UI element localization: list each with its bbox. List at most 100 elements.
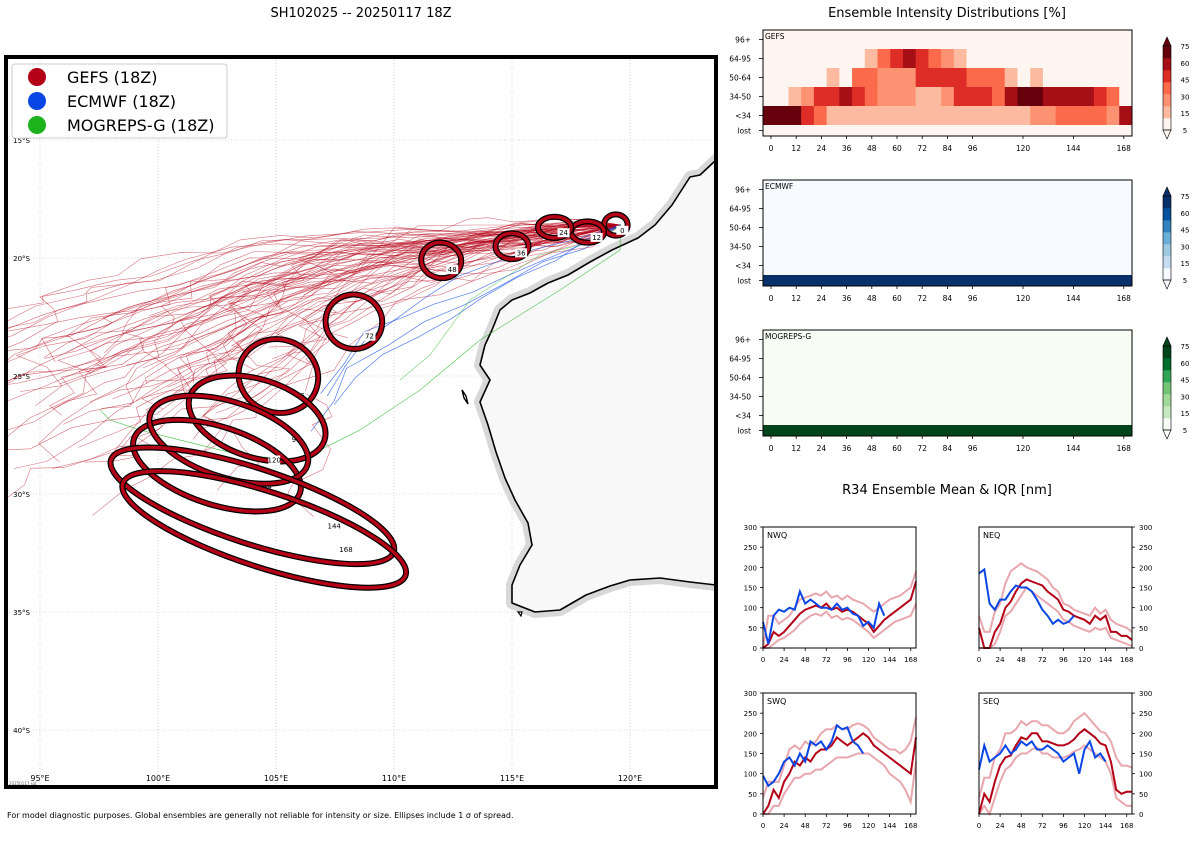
island-shark-bay (461, 389, 469, 405)
heatmap-cell (775, 68, 789, 88)
y-tick-label: 0 (1139, 645, 1143, 653)
r34-panel-nwq: NWQ 0 24 48 72 96 120 144 168 0 50 100 150 200 250 300 (744, 524, 918, 664)
footer-note: For model diagnostic purposes. Global en… (7, 811, 514, 820)
x-tick-label: 12 (791, 444, 801, 453)
heatmap-cell (1055, 49, 1069, 69)
y-tick-label: 0 (1139, 811, 1143, 819)
heatmap-gefs: 96+ 64-95 50-64 34-50 <34 lost GEFS 0 12 24 36 48 60… (729, 29, 1190, 153)
gefs-track (6, 224, 621, 329)
map-tick-labels: 95°E 100°E 105°E 110°E 115°E 120°E 15°S 20°S 25°… (13, 137, 642, 783)
heatmap-cell (1004, 125, 1018, 137)
heatmap-cell (953, 49, 967, 69)
heatmap-cell (788, 106, 802, 126)
ellipse-label-bg (328, 521, 341, 531)
heatmap-cell (1004, 87, 1018, 107)
heatmap-cell (1081, 125, 1095, 137)
x-tick-label: 0 (977, 822, 981, 830)
colorbar-segment (1163, 382, 1171, 395)
colorbar-tick: 75 (1181, 43, 1190, 51)
x-tick-label: 60 (892, 294, 902, 303)
heatmap-cell (890, 49, 904, 69)
x-tick-label: 96 (1059, 656, 1068, 664)
x-tick-label: 24 (817, 144, 827, 153)
heatmap-cell (1106, 30, 1120, 50)
legend-marker (28, 92, 46, 110)
gefs-track (41, 220, 621, 363)
colorbar-top-arrow (1162, 36, 1172, 47)
x-tick-label: 72 (822, 656, 831, 664)
heatmap-cell (902, 30, 917, 50)
heatmap-cell (763, 330, 1133, 350)
x-tick-label: 168 (1120, 656, 1133, 664)
colorbar-segment (1163, 370, 1171, 383)
heatmap-cell (763, 349, 1133, 369)
ecmwf-track (333, 224, 621, 405)
heatmap-cell (763, 49, 777, 69)
heatmap-cell (1030, 68, 1044, 88)
heatmap-cell (864, 87, 878, 107)
heatmap-cell (763, 425, 1133, 437)
heatmap-cell (826, 30, 840, 50)
ecmwf-mean-line (762, 723, 865, 788)
heatmap-cell (928, 68, 942, 88)
ellipse-144h (131, 418, 303, 514)
panel-bg (979, 693, 1132, 814)
ellipse-96h (236, 337, 320, 415)
x-tick-label: 48 (1017, 822, 1026, 830)
heatmap-cell (1093, 106, 1107, 126)
heatmap-cell (1119, 30, 1133, 50)
heatmap-cell (1042, 68, 1057, 88)
ellipse-hour-label: 120 (268, 456, 281, 464)
colorbar-segment (1163, 106, 1171, 119)
heatmap-cell (801, 68, 815, 88)
x-tick-label: 72 (822, 822, 831, 830)
y-tick-label: 100 (744, 605, 757, 613)
colorbar-segment (1163, 418, 1171, 431)
legend-label: GEFS (18Z) (67, 68, 157, 87)
y-tick-label: 200 (1139, 564, 1152, 572)
y-tick-label: 250 (1139, 710, 1152, 718)
ellipse-label-bg (515, 248, 528, 258)
heatmap-cell (763, 106, 777, 126)
heatmap-cell (966, 106, 980, 126)
heatmap-cell (826, 49, 840, 69)
panel-name: MOGREPS-G (765, 332, 811, 341)
x-tick-label: 84 (943, 144, 953, 153)
colorbar-tick: 75 (1181, 193, 1190, 201)
x-tick-label: 72 (1038, 656, 1047, 664)
x-tick-label: 36 (842, 294, 852, 303)
heatmap-cell (941, 68, 955, 88)
gefs-track (6, 224, 621, 466)
heatmap-cell (1017, 125, 1031, 137)
colorbar-segment (1163, 256, 1171, 269)
heatmap-cell (1119, 49, 1133, 69)
gefs-track (139, 224, 621, 384)
heatmap-cell (1004, 106, 1018, 126)
r34-panel-swq: SWQ 0 24 48 72 96 120 144 168 0 50 100 150 200 250 300 (744, 690, 918, 830)
heatmap-cell (979, 68, 993, 88)
row-label: 50-64 (729, 224, 751, 233)
colorbar-segment (1163, 118, 1171, 131)
heatmap-cell (941, 106, 955, 126)
x-tick-label: 120 (1078, 822, 1091, 830)
row-label: 96+ (735, 36, 751, 45)
heatmap-cell (1093, 49, 1107, 69)
ellipse-48h (419, 240, 463, 280)
x-tick-label: 48 (801, 656, 810, 664)
page-title: SH102025 -- 20250117 18Z (270, 6, 451, 21)
heatmap-cell (763, 87, 777, 107)
row-label: <34 (735, 112, 751, 121)
colorbar-tick: 60 (1181, 210, 1190, 218)
heatmap-cell (1042, 106, 1057, 126)
x-tick-label: 168 (904, 822, 917, 830)
panel-name: SWQ (767, 697, 786, 706)
y-tick-label: 0 (753, 645, 757, 653)
heatmap-cell (992, 125, 1006, 137)
panel-name: NEQ (983, 531, 1000, 540)
gefs-iqr-high (762, 571, 917, 649)
x-tick-label: 144 (1099, 656, 1113, 664)
row-label: 50-64 (729, 374, 751, 383)
heatmap-cell (852, 49, 866, 69)
